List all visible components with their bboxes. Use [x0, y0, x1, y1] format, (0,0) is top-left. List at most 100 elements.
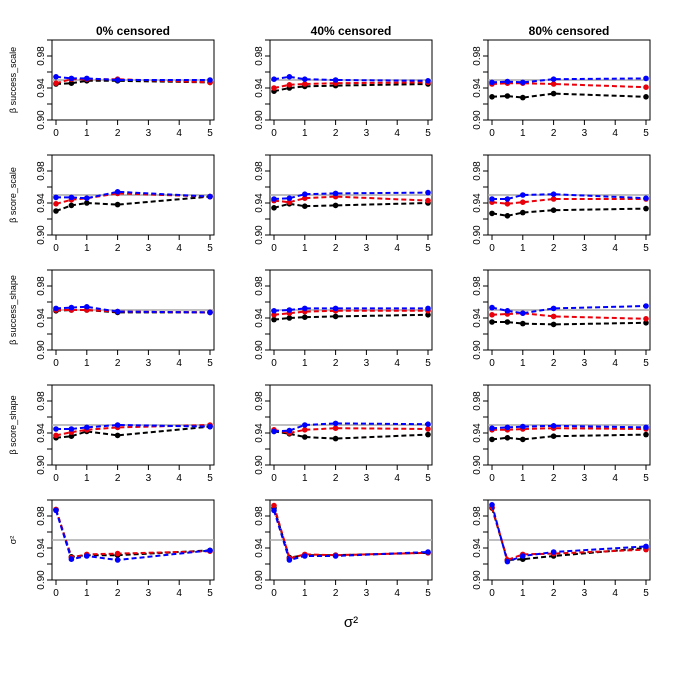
series-line-blue — [491, 424, 647, 430]
panels: 0.900.940.980 1 2 3 4 5β success_scale0.900.9… — [8, 39, 651, 599]
panel-r1-c2: 0.90 0.94 0.98 0 1 2 3 4 5 — [472, 154, 651, 254]
series-line-red — [55, 192, 211, 205]
row-label: β score_scale — [8, 167, 18, 223]
data-point-red — [302, 427, 308, 433]
y-tick-label: 0.94 — [254, 423, 265, 443]
panel-r4-c0: 0.90 0.94 0.98 0 1 2 3 4 5 σ² — [8, 499, 215, 599]
panel-r2-c1: 0.90 0.94 0.98 0 1 2 3 4 5 — [254, 269, 433, 369]
y-tick-label: 0.98 — [36, 391, 47, 411]
x-tick-label: 0 — [53, 128, 59, 139]
data-point-red — [114, 550, 121, 557]
column-title-0: 0% censored — [96, 24, 170, 38]
data-point-red — [504, 201, 511, 207]
data-point-red — [425, 426, 431, 432]
data-point-black — [489, 94, 495, 100]
series-line-blue — [273, 422, 429, 433]
y-tick-label: 0.90 — [472, 225, 483, 245]
series-line-blue — [273, 75, 429, 82]
x-tick-label: 2 — [115, 588, 121, 599]
y-tick-label: 0.98 — [472, 46, 483, 66]
data-point-black — [302, 203, 308, 209]
y-tick-label: 0.98 — [254, 391, 265, 411]
data-point-blue — [84, 304, 90, 310]
x-tick-label: 5 — [207, 588, 213, 599]
panel-r2-c0: 0.90 0.94 0.98 0 1 2 3 4 5 β success_shape — [8, 269, 215, 369]
data-point-black — [643, 205, 649, 212]
data-point-blue — [550, 423, 557, 429]
data-point-red — [489, 312, 495, 318]
x-tick-label: 4 — [176, 358, 182, 369]
data-point-blue — [114, 189, 121, 195]
series-line-blue — [56, 423, 211, 430]
data-point-black — [643, 320, 649, 326]
x-tick-label: 1 — [302, 243, 308, 254]
x-tick-label: 3 — [364, 358, 370, 369]
y-tick-label: 0.98 — [472, 506, 483, 526]
data-point-red — [550, 81, 557, 87]
data-point-red — [286, 199, 293, 205]
data-point-red — [550, 196, 557, 202]
y-tick-label: 0.94 — [472, 308, 483, 328]
y-tick-label: 0.98 — [254, 46, 265, 66]
series-line-black — [273, 430, 429, 440]
series-line-black — [273, 507, 429, 559]
series-line-black — [55, 425, 211, 439]
data-point-blue — [643, 75, 649, 82]
x-tick-label: 0 — [489, 358, 495, 369]
data-point-blue — [504, 424, 511, 431]
data-point-red — [425, 197, 431, 204]
data-point-black — [114, 201, 121, 208]
data-point-blue — [53, 426, 59, 432]
series-line-red — [273, 427, 429, 435]
x-tick-label: 5 — [643, 473, 649, 484]
data-point-blue — [425, 549, 431, 555]
data-point-blue — [504, 308, 511, 314]
x-tick-label: 1 — [84, 588, 90, 599]
y-tick-label: 0.98 — [472, 391, 483, 411]
data-point-blue — [643, 303, 649, 309]
series-line-red — [273, 505, 429, 560]
y-tick-label: 0.98 — [36, 506, 47, 526]
x-tick-label: 4 — [612, 473, 618, 484]
data-point-black — [84, 200, 90, 206]
x-tick-label: 2 — [551, 128, 557, 139]
x-tick-label: 1 — [302, 358, 308, 369]
data-point-blue — [286, 74, 293, 80]
y-tick-label: 0.94 — [36, 193, 47, 213]
series-line-black — [55, 509, 211, 558]
y-tick-label: 0.94 — [36, 423, 47, 443]
y-tick-label: 0.94 — [254, 538, 265, 558]
series-line-blue — [273, 510, 429, 562]
y-tick-label: 0.94 — [36, 308, 47, 328]
x-tick-label: 2 — [551, 243, 557, 254]
x-tick-label: 0 — [271, 128, 277, 139]
data-point-black — [53, 208, 59, 214]
data-point-black — [550, 433, 557, 440]
data-point-blue — [68, 194, 75, 201]
x-tick-label: 3 — [146, 473, 152, 484]
y-tick-label: 0.90 — [254, 110, 265, 130]
x-tick-label: 0 — [489, 588, 495, 599]
data-point-blue — [643, 424, 649, 431]
data-point-red — [286, 82, 293, 88]
y-tick-label: 0.98 — [254, 161, 265, 181]
column-title-2: 80% censored — [529, 24, 610, 38]
data-point-black — [550, 207, 557, 213]
series-line-black — [492, 321, 647, 326]
series-line-black — [491, 507, 647, 562]
x-tick-label: 5 — [425, 358, 431, 369]
data-point-red — [53, 201, 59, 207]
y-tick-label: 0.90 — [36, 110, 47, 130]
y-tick-label: 0.98 — [36, 46, 47, 66]
y-tick-label: 0.90 — [254, 455, 265, 475]
y-tick-label: 0.90 — [472, 340, 483, 360]
x-tick-label: 1 — [302, 473, 308, 484]
x-tick-label: 0 — [53, 473, 59, 484]
series-line-red — [491, 506, 647, 562]
y-tick-label: 0.98 — [472, 276, 483, 296]
data-point-blue — [53, 507, 59, 514]
data-point-blue — [489, 502, 495, 508]
panel-r4-c2: 0.90 0.94 0.98 0 1 2 3 4 5 — [472, 499, 651, 599]
y-tick-label: 0.90 — [472, 455, 483, 475]
data-point-red — [332, 425, 339, 432]
